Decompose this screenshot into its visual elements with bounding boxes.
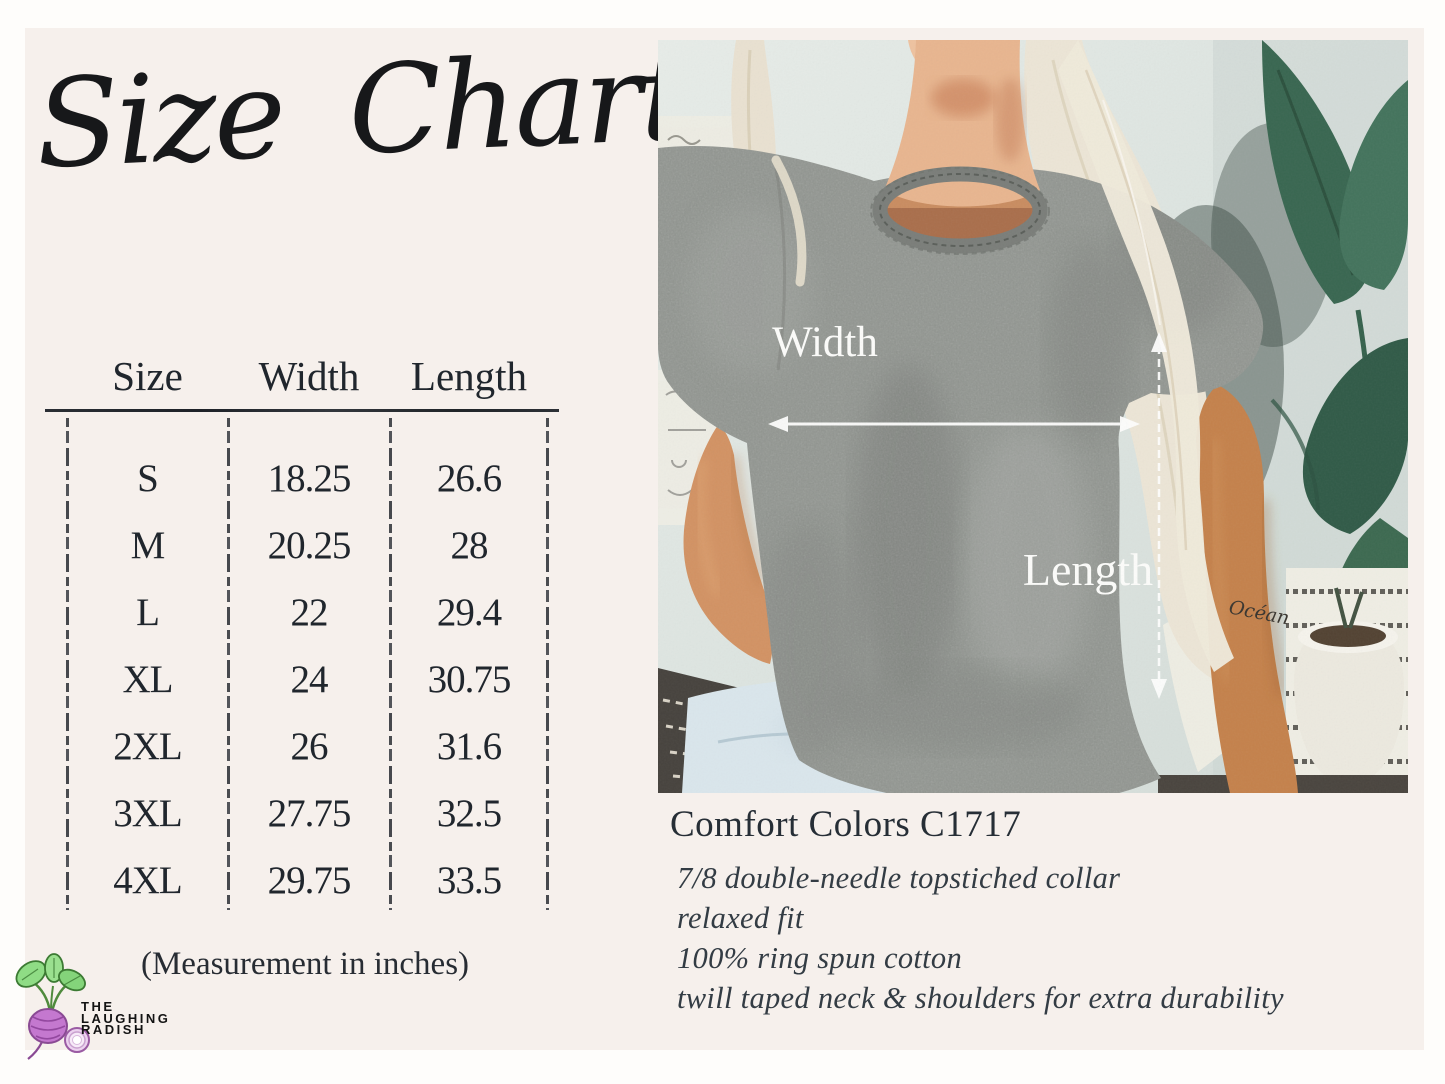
cell-width: 29.75 bbox=[267, 859, 352, 902]
col-header-size: Size bbox=[112, 353, 183, 399]
brand-name: THE LAUGHING RADISH bbox=[81, 999, 171, 1037]
brand-line: RADISH bbox=[81, 1022, 146, 1037]
header-rule bbox=[45, 409, 559, 412]
size-table-header: Size Width Length bbox=[67, 352, 548, 400]
brand-line: LAUGHING bbox=[81, 1010, 171, 1026]
table-row: 2XL 26 31.6 bbox=[67, 713, 548, 780]
table-row: 3XL 27.75 32.5 bbox=[67, 780, 548, 847]
cell-length: 26.6 bbox=[436, 457, 502, 500]
product-features: 7/8 double-needle topstiched collar rela… bbox=[677, 858, 1284, 1018]
cell-size: M bbox=[130, 524, 166, 567]
product-photo: Océan bbox=[658, 40, 1408, 793]
cell-width: 27.75 bbox=[267, 792, 352, 835]
col-header-length: Length bbox=[410, 353, 528, 399]
cell-width: 24 bbox=[290, 658, 329, 701]
cell-length: 31.6 bbox=[436, 725, 502, 768]
table-divider bbox=[66, 418, 69, 910]
cell-length: 28 bbox=[450, 524, 489, 567]
cell-length: 29.4 bbox=[436, 591, 502, 634]
col-header-width: Width bbox=[258, 353, 360, 399]
cell-width: 18.25 bbox=[267, 457, 352, 500]
cell-size: XL bbox=[122, 658, 174, 701]
cell-width: 20.25 bbox=[267, 524, 352, 567]
feature-line: twill taped neck & shoulders for extra d… bbox=[677, 981, 1284, 1015]
cell-size: S bbox=[137, 457, 159, 500]
photo-grain bbox=[658, 40, 1408, 793]
cell-length: 33.5 bbox=[436, 859, 502, 902]
model-photo-illustration: Océan bbox=[658, 40, 1408, 793]
laughing-radish-logo-icon bbox=[15, 953, 90, 1060]
cell-length: 30.75 bbox=[427, 658, 512, 701]
table-row: XL 24 30.75 bbox=[67, 646, 548, 713]
brand-line: THE bbox=[81, 999, 115, 1014]
table-row: S 18.25 26.6 bbox=[67, 445, 548, 512]
table-divider bbox=[546, 418, 549, 910]
table-row: 4XL 29.75 33.5 bbox=[67, 847, 548, 914]
cell-size: 3XL bbox=[113, 792, 183, 835]
feature-line: relaxed fit bbox=[677, 901, 804, 935]
feature-line: 7/8 double-needle topstiched collar bbox=[677, 861, 1121, 895]
cell-width: 26 bbox=[290, 725, 329, 768]
table-row: L 22 29.4 bbox=[67, 579, 548, 646]
cell-width: 22 bbox=[290, 591, 329, 634]
page-title: Size Chart bbox=[32, 25, 689, 196]
cell-size: 2XL bbox=[113, 725, 183, 768]
product-name: Comfort Colors C1717 bbox=[670, 804, 1022, 845]
feature-line: 100% ring spun cotton bbox=[677, 941, 963, 975]
size-table-body: S 18.25 26.6 M 20.25 28 L 22 29.4 XL 24 … bbox=[67, 445, 548, 914]
table-divider bbox=[389, 418, 392, 910]
cell-length: 32.5 bbox=[436, 792, 502, 835]
measurement-note: (Measurement in inches) bbox=[140, 946, 470, 982]
cell-size: 4XL bbox=[113, 859, 183, 902]
table-row: M 20.25 28 bbox=[67, 512, 548, 579]
table-divider bbox=[227, 418, 230, 910]
cell-size: L bbox=[136, 591, 160, 634]
